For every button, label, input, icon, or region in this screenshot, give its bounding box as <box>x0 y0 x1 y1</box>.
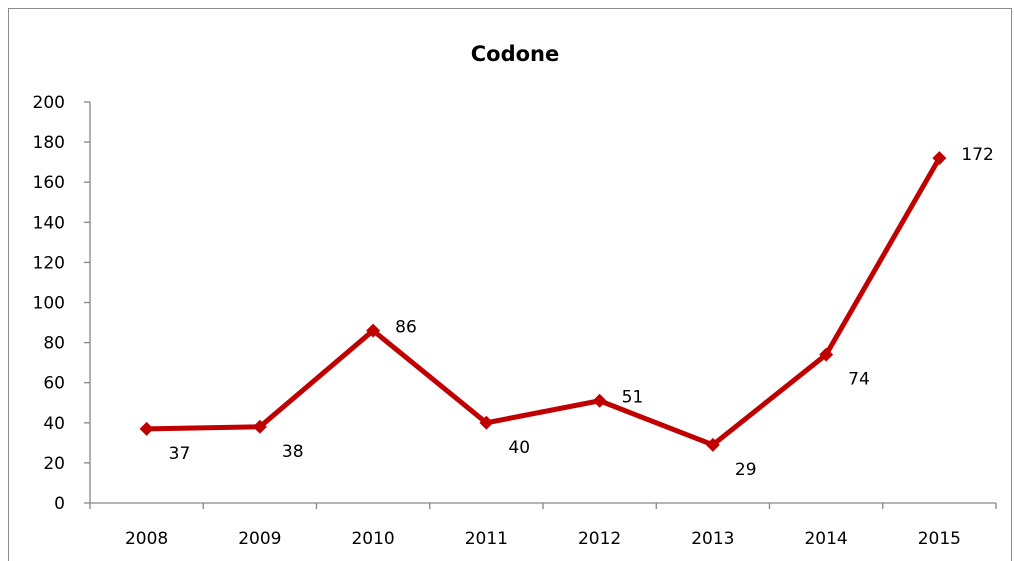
x-tick-label: 2014 <box>804 529 847 549</box>
data-point-marker <box>592 393 607 408</box>
y-tick-label: 200 <box>33 93 65 113</box>
data-labels: 37 38 86 40 51 29 74 172 <box>169 145 994 480</box>
y-axis-ticks: 0 20 40 60 80 100 120 140 160 180 200 <box>33 93 90 514</box>
data-label: 38 <box>282 442 304 462</box>
data-label: 40 <box>508 438 530 458</box>
x-tick-label: 2010 <box>351 529 394 549</box>
data-point-marker <box>479 415 494 430</box>
y-tick-label: 0 <box>54 494 65 514</box>
data-label: 51 <box>622 388 644 408</box>
data-point-marker <box>819 347 834 362</box>
x-axis-ticks: 2008 2009 2010 2011 2012 2013 2014 2015 <box>89 503 997 549</box>
chart-title: Codone <box>471 42 560 66</box>
x-tick-label: 2009 <box>238 529 281 549</box>
data-label: 172 <box>961 145 993 165</box>
data-label: 29 <box>735 460 757 480</box>
x-tick-label: 2013 <box>691 529 734 549</box>
y-tick-label: 160 <box>33 173 65 193</box>
y-tick-label: 100 <box>33 294 65 314</box>
chart-frame <box>8 8 1012 561</box>
series-layer <box>139 151 947 452</box>
y-tick-label: 140 <box>33 213 65 233</box>
y-tick-label: 120 <box>33 253 65 273</box>
data-point-marker <box>932 151 947 166</box>
y-tick-label: 180 <box>33 133 65 153</box>
y-tick-label: 80 <box>43 334 65 354</box>
x-tick-label: 2015 <box>918 529 961 549</box>
data-label: 74 <box>848 370 870 390</box>
y-tick-label: 60 <box>43 374 65 394</box>
data-point-marker <box>139 421 154 436</box>
x-tick-label: 2011 <box>465 529 508 549</box>
data-label: 37 <box>169 444 191 464</box>
axes <box>89 102 996 504</box>
x-tick-label: 2012 <box>578 529 621 549</box>
x-tick-label: 2008 <box>125 529 168 549</box>
data-point-marker <box>366 323 381 338</box>
y-tick-label: 40 <box>43 414 65 434</box>
y-tick-label: 20 <box>43 454 65 474</box>
series-line <box>144 155 942 448</box>
data-point-marker <box>252 419 267 434</box>
data-label: 86 <box>395 318 417 338</box>
data-point-marker <box>705 437 720 452</box>
